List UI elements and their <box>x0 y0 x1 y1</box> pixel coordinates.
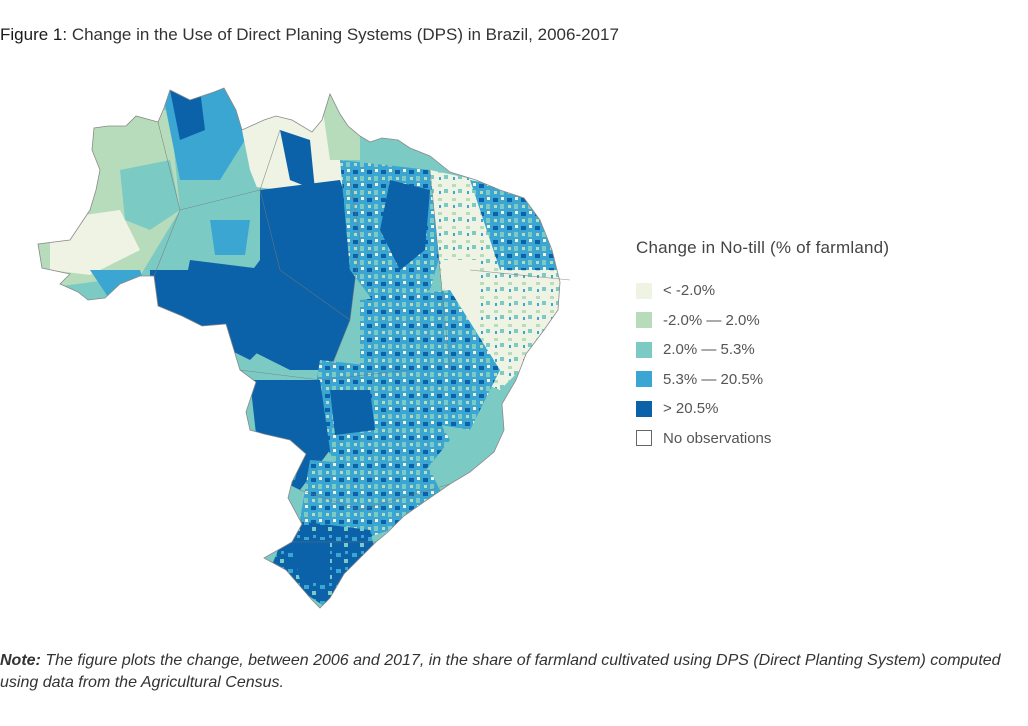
figure-label: Figure 1: <box>0 25 68 44</box>
legend-item: 5.3% — 20.5% <box>636 365 966 395</box>
map-legend: Change in No-till (% of farmland) < -2.0… <box>636 238 966 453</box>
figure-note: Note: The figure plots the change, betwe… <box>0 650 1010 694</box>
legend-title: Change in No-till (% of farmland) <box>636 238 890 257</box>
note-text: The figure plots the change, between 200… <box>0 652 1001 691</box>
legend-swatch <box>636 312 652 329</box>
legend-label: 2.0% — 5.3% <box>663 341 755 359</box>
legend-swatch <box>636 430 652 447</box>
figure-title: Figure 1: Change in the Use of Direct Pl… <box>0 24 1000 46</box>
legend-swatch <box>636 371 652 388</box>
legend-swatch <box>636 282 652 299</box>
legend-label: No observations <box>663 429 772 447</box>
legend-label: -2.0% — 2.0% <box>663 311 760 329</box>
legend-item: 2.0% — 5.3% <box>636 335 966 365</box>
brazil-map-svg <box>37 87 571 609</box>
legend-label: < -2.0% <box>663 282 716 300</box>
legend-swatch <box>636 341 652 358</box>
note-label: Note: <box>0 652 41 669</box>
brazil-map <box>30 70 610 615</box>
legend-item: -2.0% — 2.0% <box>636 306 966 336</box>
legend-label: > 20.5% <box>663 400 719 418</box>
legend-item: < -2.0% <box>636 276 966 306</box>
legend-item: > 20.5% <box>636 394 966 424</box>
legend-label: 5.3% — 20.5% <box>663 370 764 388</box>
legend-swatch <box>636 400 652 417</box>
figure-title-text: Change in the Use of Direct Planing Syst… <box>71 25 619 44</box>
legend-item: No observations <box>636 424 966 454</box>
